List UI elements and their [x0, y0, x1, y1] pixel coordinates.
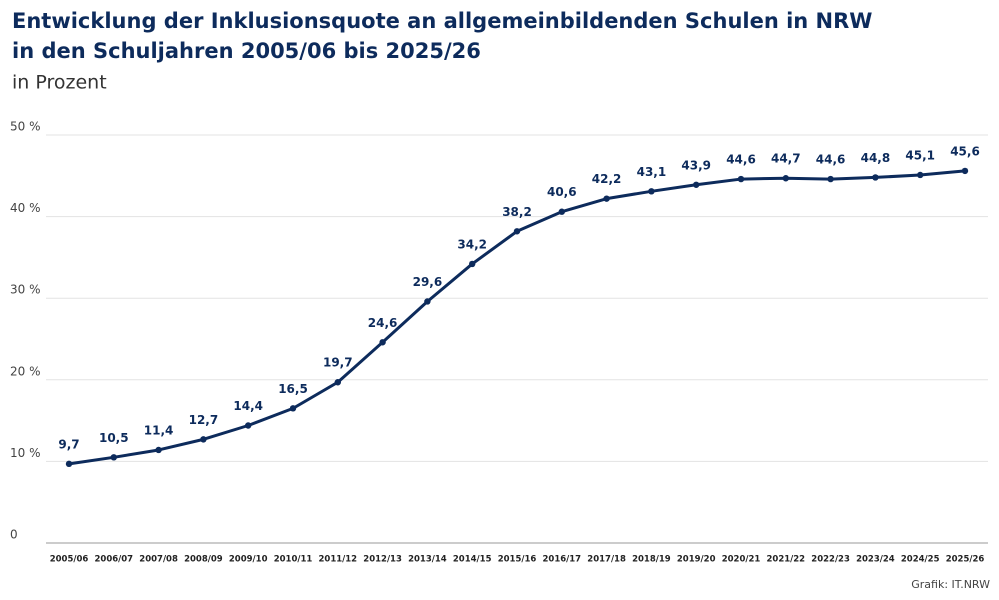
y-tick-label: 50 % [10, 120, 41, 134]
value-label: 44,6 [726, 153, 756, 167]
point [603, 195, 610, 202]
value-label: 44,8 [861, 151, 891, 165]
x-tick-label: 2011/12 [319, 555, 358, 565]
x-tick-label: 2016/17 [543, 555, 582, 565]
x-tick-label: 2010/11 [274, 555, 313, 565]
x-tick-label: 2012/13 [363, 555, 402, 565]
point [782, 175, 789, 182]
value-label: 10,5 [99, 431, 129, 445]
point [469, 260, 476, 268]
y-tick-label: 10 % [10, 446, 41, 460]
value-label: 9,7 [58, 437, 79, 451]
x-tick-label: 2007/08 [139, 555, 178, 565]
x-tick-label: 2024/25 [901, 555, 940, 565]
x-tick-label: 2022/23 [811, 555, 850, 565]
value-label: 11,4 [144, 423, 174, 437]
value-label: 29,6 [413, 275, 443, 289]
x-tick-label: 2014/15 [453, 555, 492, 565]
y-tick-label: 30 % [10, 283, 41, 297]
value-label: 44,6 [816, 153, 846, 167]
point [245, 422, 252, 429]
point [200, 436, 207, 443]
x-tick-label: 2005/06 [50, 555, 89, 565]
point [737, 175, 745, 183]
point [65, 460, 73, 468]
x-tick-label: 2009/10 [229, 555, 268, 565]
y-tick-label: 0 [10, 528, 18, 542]
x-tick-label: 2025/26 [946, 555, 985, 565]
point [513, 228, 521, 235]
point [424, 298, 431, 305]
value-label: 45,6 [950, 144, 980, 158]
point [872, 174, 879, 181]
value-label: 42,2 [592, 172, 622, 186]
point [379, 339, 386, 346]
x-tick-label: 2015/16 [498, 555, 537, 565]
x-tick-label: 2017/18 [587, 555, 626, 565]
value-label: 38,2 [502, 205, 532, 219]
chart-subtitle: in Prozent [12, 72, 107, 94]
point [961, 167, 969, 175]
x-tick-label: 2018/19 [632, 555, 671, 565]
value-label: 34,2 [457, 237, 487, 251]
point [289, 405, 297, 412]
x-tick-label: 2020/21 [722, 555, 761, 565]
y-tick-label: 40 % [10, 201, 41, 215]
x-tick-label: 2006/07 [95, 555, 134, 565]
x-tick-label: 2023/24 [856, 555, 895, 565]
point [917, 171, 924, 179]
value-label: 43,9 [681, 158, 711, 172]
x-tick-label: 2013/14 [408, 555, 447, 565]
value-label: 44,7 [771, 152, 801, 166]
chart-title: in den Schuljahren 2005/06 bis 2025/26 [12, 39, 481, 63]
point [558, 208, 565, 215]
y-tick-label: 20 % [10, 364, 41, 378]
source: Grafik: IT.NRW [911, 578, 990, 591]
value-label: 14,4 [233, 399, 263, 413]
value-label: 16,5 [278, 382, 308, 396]
x-tick-label: 2021/22 [767, 555, 806, 565]
x-tick-label: 2019/20 [677, 555, 716, 565]
x-tick-label: 2008/09 [184, 555, 223, 565]
point [648, 188, 655, 195]
point [693, 181, 700, 188]
value-label: 12,7 [189, 413, 219, 427]
value-label: 19,7 [323, 356, 353, 370]
value-label: 43,1 [637, 165, 667, 179]
chart-title: Entwicklung der Inklusionsquote an allge… [12, 9, 872, 33]
value-label: 24,6 [368, 316, 398, 330]
value-label: 45,1 [905, 148, 935, 162]
point [155, 446, 162, 454]
point [334, 379, 341, 386]
point [827, 175, 834, 183]
point [110, 454, 118, 461]
value-label: 40,6 [547, 185, 577, 199]
